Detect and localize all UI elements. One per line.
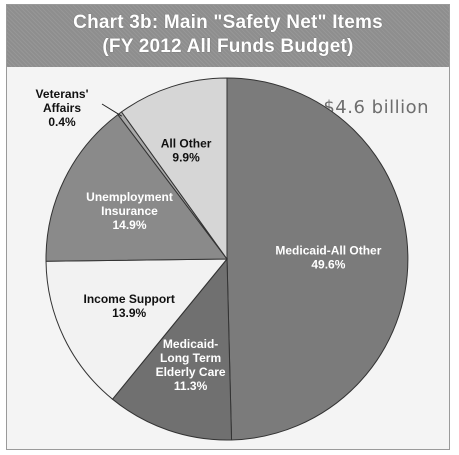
slice-label: All Other 9.9% <box>161 137 212 165</box>
slice-label: Income Support 13.9% <box>84 292 175 320</box>
pie-slice <box>111 257 233 441</box>
pie-slice <box>45 113 228 262</box>
chart-title: Chart 3b: Main "Safety Net" Items (FY 20… <box>7 5 449 67</box>
leader-line <box>101 103 123 117</box>
slice-label: Medicaid-All Other 49.6% <box>275 244 381 272</box>
total-label: $4.6 billion <box>323 97 429 118</box>
slice-label: Unemployment Insurance 14.9% <box>86 190 173 232</box>
pie-slice <box>226 77 409 441</box>
chart-title-line-2: (FY 2012 All Funds Budget) <box>102 36 354 57</box>
pie-slice <box>45 258 229 400</box>
chart-title-line-1: Chart 3b: Main "Safety Net" Items <box>73 12 383 33</box>
slice-label: Veterans' Affairs 0.4% <box>36 87 89 129</box>
pie-slice <box>120 77 228 261</box>
slice-label: Medicaid-Long Term Elderly Care 11.3% <box>156 337 226 393</box>
